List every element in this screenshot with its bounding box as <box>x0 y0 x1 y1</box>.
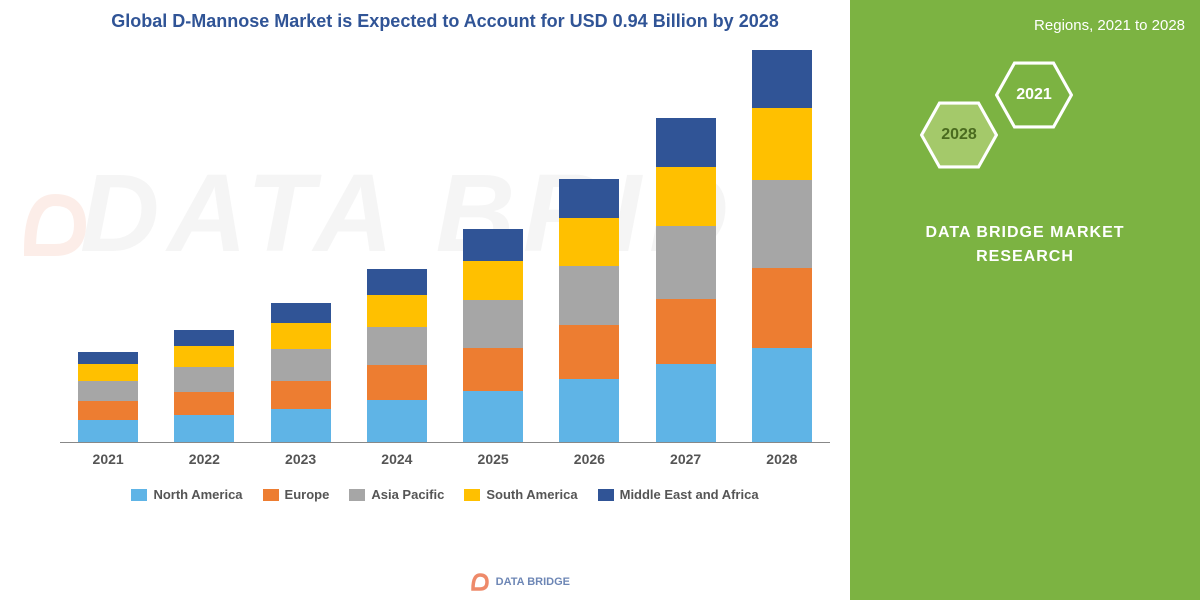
bar-segment <box>78 381 138 402</box>
bar-segment <box>271 323 331 349</box>
bar-column <box>362 269 432 442</box>
bar-segment <box>752 348 812 442</box>
bar-segment <box>559 218 619 266</box>
bar-segment <box>463 391 523 442</box>
x-tick-label: 2025 <box>458 451 528 467</box>
legend-label: North America <box>153 487 242 502</box>
x-tick-label: 2027 <box>651 451 721 467</box>
bar-segment <box>78 364 138 380</box>
bar-segment <box>271 409 331 443</box>
bar-segment <box>656 118 716 166</box>
brand-line1: DATA BRIDGE MARKET <box>865 221 1185 245</box>
x-tick-label: 2026 <box>554 451 624 467</box>
bar-segment <box>656 299 716 365</box>
legend-swatch <box>263 489 279 501</box>
chart-legend: North America Europe Asia Pacific South Ame… <box>60 487 830 502</box>
bar-column <box>73 352 143 442</box>
hex-badges: 2028 2021 <box>865 56 1185 196</box>
legend-item: North America <box>131 487 242 502</box>
hex-2028: 2028 <box>920 101 998 169</box>
bar-segment <box>752 108 812 180</box>
bar-column <box>169 330 239 443</box>
hex-2021-label: 2021 <box>1016 86 1052 104</box>
bar-segment <box>367 400 427 442</box>
bar-segment <box>271 349 331 381</box>
bar-segment <box>271 303 331 324</box>
legend-item: Middle East and Africa <box>598 487 759 502</box>
bar-segment <box>752 50 812 108</box>
legend-label: Middle East and Africa <box>620 487 759 502</box>
legend-swatch <box>464 489 480 501</box>
footer-brand-text: DATA BRIDGE <box>496 576 570 588</box>
bar-segment <box>174 330 234 346</box>
hex-2021: 2021 <box>995 61 1073 129</box>
bar-segment <box>752 268 812 348</box>
bar-column <box>747 50 817 443</box>
bar-segment <box>367 327 427 366</box>
bar-column <box>651 118 721 442</box>
legend-item: Asia Pacific <box>349 487 444 502</box>
legend-label: Europe <box>285 487 330 502</box>
bar-column <box>458 229 528 442</box>
legend-item: South America <box>464 487 577 502</box>
x-tick-label: 2028 <box>747 451 817 467</box>
x-tick-label: 2024 <box>362 451 432 467</box>
bar-stack <box>367 269 427 442</box>
bar-segment <box>559 325 619 378</box>
hex-2028-label: 2028 <box>941 126 977 144</box>
footer-logo-icon <box>470 569 490 595</box>
bars-region <box>60 43 830 443</box>
chart-title: Global D-Mannose Market is Expected to A… <box>60 10 830 33</box>
bar-segment <box>463 261 523 300</box>
bar-segment <box>559 379 619 443</box>
brand-line2: RESEARCH <box>865 245 1185 269</box>
bar-segment <box>656 167 716 226</box>
bar-segment <box>559 179 619 218</box>
bar-segment <box>463 348 523 391</box>
legend-swatch <box>131 489 147 501</box>
bar-stack <box>78 352 138 442</box>
bar-segment <box>78 352 138 364</box>
bar-segment <box>271 381 331 409</box>
bar-segment <box>78 420 138 443</box>
bar-segment <box>656 226 716 299</box>
bar-segment <box>78 401 138 419</box>
bar-segment <box>174 392 234 415</box>
bar-segment <box>367 269 427 295</box>
bar-segment <box>367 365 427 400</box>
legend-item: Europe <box>263 487 330 502</box>
legend-label: South America <box>486 487 577 502</box>
legend-swatch <box>598 489 614 501</box>
footer-brand: DATA BRIDGE <box>470 569 570 595</box>
bar-stack <box>174 330 234 443</box>
bar-stack <box>463 229 523 442</box>
sidebar-brand: DATA BRIDGE MARKET RESEARCH <box>865 221 1185 269</box>
x-tick-label: 2023 <box>266 451 336 467</box>
bar-column <box>266 303 336 442</box>
bar-segment <box>463 300 523 348</box>
bar-stack <box>271 303 331 442</box>
bar-segment <box>463 229 523 261</box>
chart-area: DATA BRID Global D-Mannose Market is Exp… <box>0 0 850 600</box>
legend-label: Asia Pacific <box>371 487 444 502</box>
sidebar-subtitle: Regions, 2021 to 2028 <box>865 15 1185 36</box>
bar-segment <box>174 346 234 367</box>
bar-segment <box>174 415 234 443</box>
bar-column <box>554 179 624 443</box>
bar-segment <box>367 295 427 327</box>
bar-segment <box>174 367 234 393</box>
sidebar: Regions, 2021 to 2028 2028 2021 DATA BRI… <box>850 0 1200 600</box>
bar-segment <box>559 266 619 325</box>
legend-swatch <box>349 489 365 501</box>
bar-stack <box>656 118 716 442</box>
bar-segment <box>656 364 716 442</box>
bar-stack <box>559 179 619 443</box>
x-tick-label: 2021 <box>73 451 143 467</box>
x-axis-labels: 2021 2022 2023 2024 2025 2026 2027 2028 <box>60 451 830 467</box>
x-tick-label: 2022 <box>169 451 239 467</box>
bar-segment <box>752 180 812 268</box>
bar-stack <box>752 50 812 443</box>
